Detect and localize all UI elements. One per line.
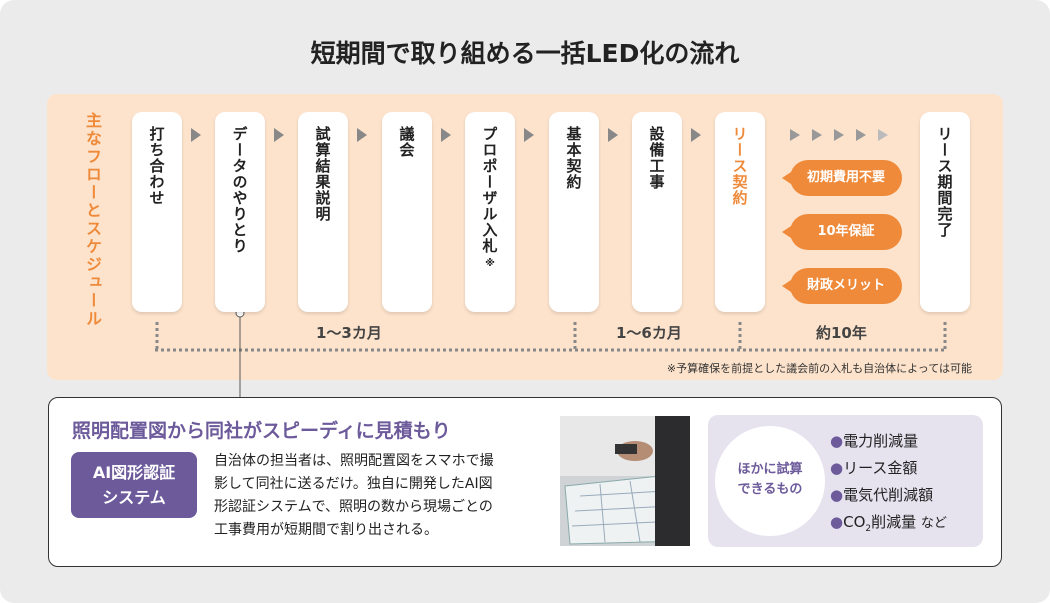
list-item: ●リース金額	[830, 459, 918, 477]
step-card: プロポーザル入札※	[465, 112, 515, 312]
step-arrow	[441, 128, 451, 142]
step-label: リース契約	[730, 126, 749, 206]
item-sub: 2	[865, 524, 872, 534]
step-card: データのやりとり	[215, 112, 265, 312]
step-label: データのやりとり	[230, 126, 249, 254]
step-arrow	[191, 128, 201, 142]
list-item: ●電力削減量	[830, 432, 919, 450]
step-arrow	[524, 128, 534, 142]
item-text: CO	[843, 513, 866, 531]
title: 短期間で取り組める一括LED化の流れ	[310, 39, 740, 68]
note: ※予算確保を前提とした議会前の入札も自治体によっては可能	[666, 362, 972, 375]
step-card: リース契約	[715, 112, 765, 312]
list-item: ●CO2削減量 など	[830, 513, 947, 534]
item-text: 削減量	[871, 513, 917, 531]
step-card: 議会	[382, 112, 432, 312]
others-circle: ほかに試算できるもの	[715, 426, 825, 536]
step-label: 打ち合わせ	[147, 126, 166, 206]
body-line: 影して同社に送るだけ。独自に開発したAI図	[214, 476, 493, 492]
step-label: 試算結果説明	[313, 126, 332, 222]
step-card: 打ち合わせ	[132, 112, 182, 312]
detail-heading: 照明配置図から同社がスピーディに見積もり	[72, 420, 451, 442]
step-label: リース期間完了	[935, 126, 954, 238]
badge: 10年保証	[782, 214, 902, 250]
step-label: 議会	[397, 126, 416, 158]
step-arrow	[274, 128, 284, 142]
item-text: 電力削減量	[843, 432, 919, 450]
step-mark: ※	[484, 258, 496, 270]
body-line: 工事費用が短期間で割り出される。	[214, 522, 438, 538]
body-line: 自治体の担当者は、照明配置図をスマホで撮	[214, 453, 494, 469]
badge: 初期費用不要	[782, 160, 902, 196]
tag-line: システム	[102, 488, 166, 507]
duration: 1～3カ月	[310, 322, 388, 343]
step-card: 設備工事	[632, 112, 682, 312]
duration: 1～6カ月	[610, 322, 688, 343]
badge: 財政メリット	[782, 268, 902, 304]
step-label: 基本契約	[564, 126, 583, 190]
others-label: できるもの	[737, 482, 803, 497]
step-label: 設備工事	[647, 126, 666, 190]
tag-line: AI図形認証	[92, 463, 176, 482]
item-text: リース金額	[843, 459, 918, 477]
body-line: 形認証システムで、照明の数から現場ごとの	[214, 499, 493, 515]
tag: AI図形認証 システム	[71, 452, 197, 518]
step-card: 基本契約	[549, 112, 599, 312]
others-list: ●電力削減量 ●リース金額 ●電気代削減額 ●CO2削減量 など	[830, 428, 947, 543]
step-card: 試算結果説明	[298, 112, 348, 312]
flow-label: 主なフローとスケジュール	[83, 112, 102, 328]
others-label: ほかに試算	[737, 462, 803, 477]
item-text: 電気代削減額	[843, 486, 934, 504]
duration: 約10年	[810, 322, 873, 343]
item-suffix: など	[920, 516, 947, 531]
step-label: プロポーザル入札※	[480, 126, 499, 270]
step-arrow	[691, 128, 701, 142]
step-card: リース期間完了	[920, 112, 970, 312]
photo	[560, 416, 690, 546]
step-arrow	[608, 128, 618, 142]
list-item: ●電気代削減額	[830, 486, 934, 504]
body: 自治体の担当者は、照明配置図をスマホで撮 影して同社に送るだけ。独自に開発したAI…	[214, 450, 494, 542]
step-arrow	[357, 128, 367, 142]
